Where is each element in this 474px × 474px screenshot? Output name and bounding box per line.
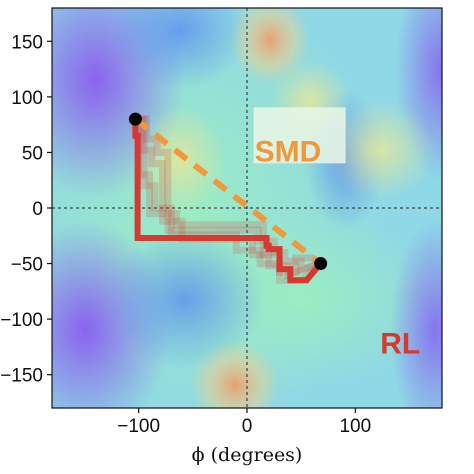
- rl-ghost-trajectory-3: [135, 115, 323, 276]
- y-tick-label: 0: [32, 199, 43, 220]
- y-tick-label: 100: [11, 88, 43, 109]
- y-tick-label: 150: [11, 32, 43, 53]
- smd-label-box: [253, 107, 346, 164]
- rl-path: [132, 119, 323, 284]
- x-tick-label: 100: [339, 416, 371, 437]
- energy-surface: [52, 8, 442, 408]
- x-tick-label: −100: [117, 416, 160, 437]
- endpoint-2: [314, 257, 328, 271]
- y-tick-label: −50: [11, 255, 43, 276]
- x-tick-label: 0: [242, 416, 253, 437]
- rl-ghost-trajectory-4: [135, 115, 323, 284]
- endpoint-1: [128, 112, 142, 126]
- rl-annotation: RL: [380, 328, 420, 361]
- smd-path: [133, 116, 323, 266]
- y-tick-label: −100: [0, 310, 43, 331]
- smd-annotation: SMD: [255, 135, 322, 168]
- y-tick-label: 50: [22, 143, 43, 164]
- x-axis-label: ϕ (degrees): [192, 444, 303, 466]
- y-tick-label: −150: [0, 366, 43, 387]
